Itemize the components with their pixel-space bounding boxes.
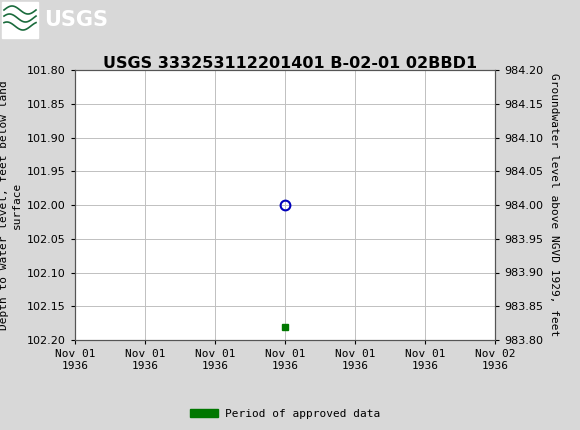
Legend: Period of approved data: Period of approved data	[186, 405, 385, 424]
Bar	[2, 2, 38, 38]
Text: USGS: USGS	[44, 10, 108, 30]
Y-axis label: Groundwater level above NGVD 1929, feet: Groundwater level above NGVD 1929, feet	[549, 74, 559, 337]
Text: USGS 333253112201401 B-02-01 02BBD1: USGS 333253112201401 B-02-01 02BBD1	[103, 56, 477, 71]
Y-axis label: Depth to water level, feet below land
surface: Depth to water level, feet below land su…	[0, 80, 21, 330]
